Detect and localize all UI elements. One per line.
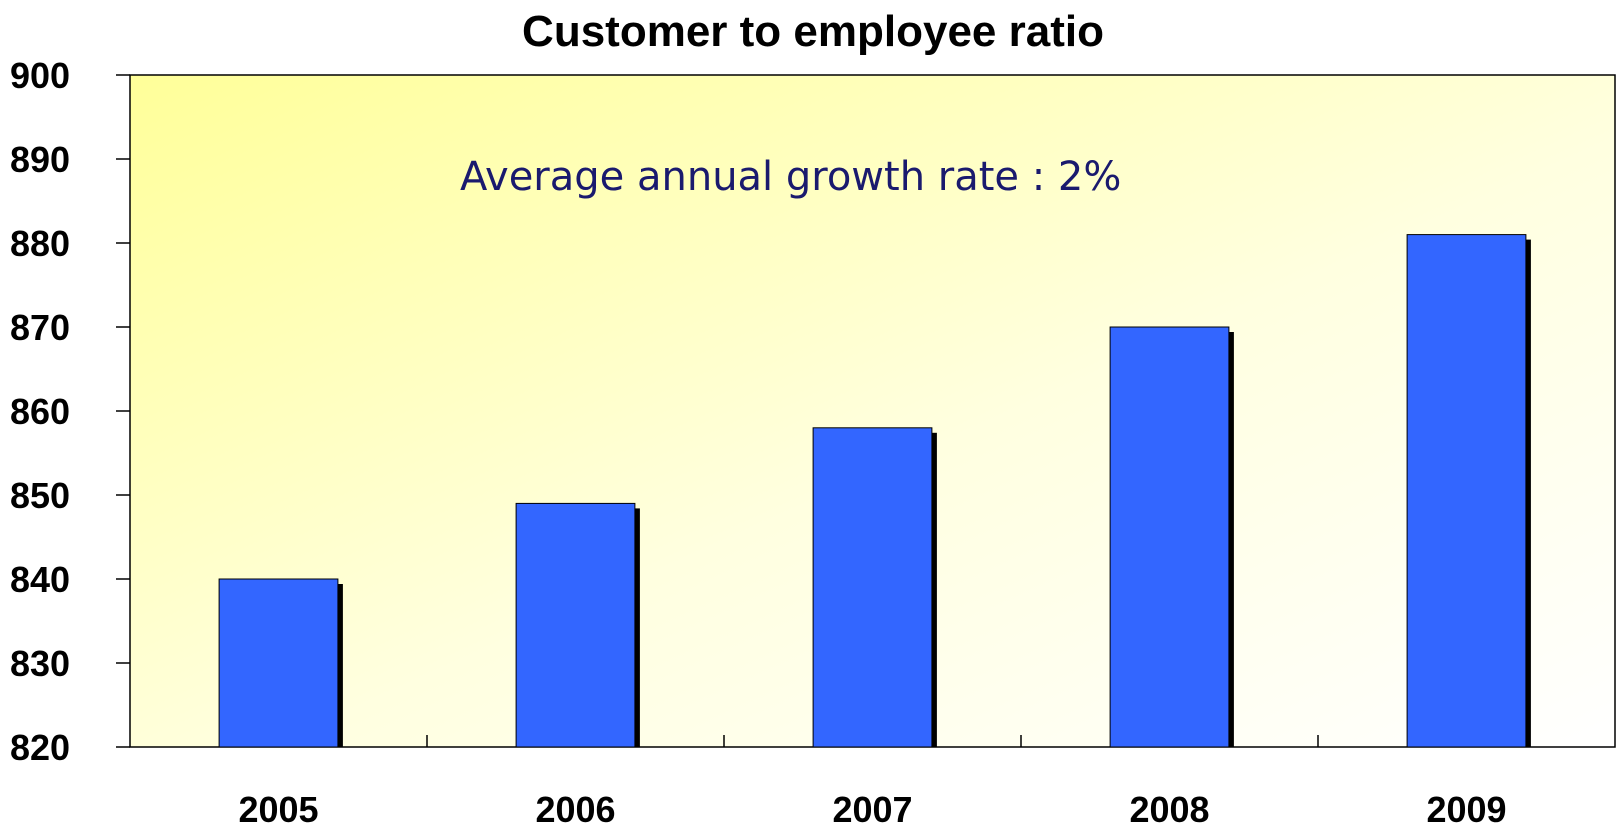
- x-tick-label: 2005: [238, 789, 318, 830]
- chart-title: Customer to employee ratio: [522, 7, 1104, 56]
- x-tick-label: 2006: [535, 789, 615, 830]
- y-axis: 900 890 880 870 860 850 840 830 820: [10, 55, 130, 768]
- growth-rate-annotation: Average annual growth rate : 2%: [460, 154, 1121, 200]
- x-tick-label: 2008: [1129, 789, 1209, 830]
- y-tick-label: 860: [10, 391, 70, 432]
- y-tick-label: 870: [10, 307, 70, 348]
- bar-2006: [515, 502, 636, 748]
- bars-group: [218, 234, 1531, 748]
- x-axis: 2005 2006 2007 2008 2009: [238, 735, 1507, 830]
- bar-2009: [1406, 234, 1527, 748]
- y-tick-label: 840: [10, 559, 70, 600]
- x-tick-label: 2009: [1426, 789, 1506, 830]
- x-tick-label: 2007: [832, 789, 912, 830]
- y-tick-label: 900: [10, 55, 70, 96]
- bar-2007: [812, 427, 933, 748]
- bar-2005: [218, 578, 339, 748]
- y-tick-label: 880: [10, 223, 70, 264]
- bar-2008: [1109, 326, 1230, 748]
- y-tick-label: 890: [10, 139, 70, 180]
- y-tick-label: 830: [10, 643, 70, 684]
- y-tick-label: 820: [10, 727, 70, 768]
- y-tick-label: 850: [10, 475, 70, 516]
